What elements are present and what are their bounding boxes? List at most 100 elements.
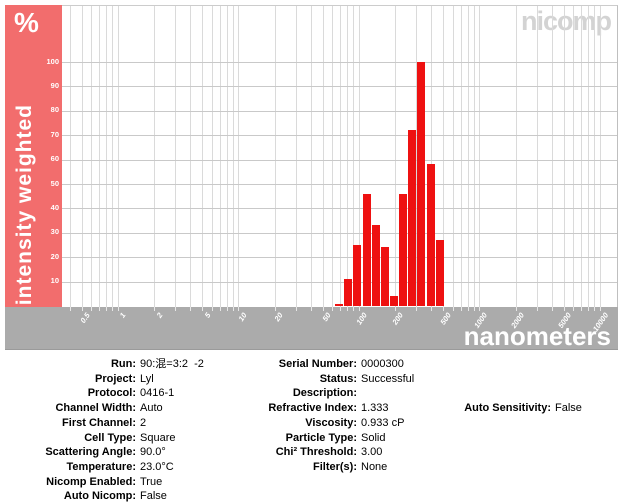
info-label: Chi² Threshold: <box>275 446 357 459</box>
gridline-horizontal <box>62 159 617 161</box>
y-axis-unit-label: % <box>14 7 39 38</box>
x-tick-mark <box>232 307 234 311</box>
info-row: Scattering Angle: 90.0° <box>10 445 165 460</box>
gridline-vertical <box>358 6 360 307</box>
x-tick-mark <box>551 307 553 311</box>
x-tick-mark <box>536 307 538 311</box>
info-row: Channel Width: Auto <box>10 401 162 416</box>
info-row: Nicomp Enabled: True <box>10 475 162 490</box>
x-tick-mark <box>295 307 297 311</box>
gridline-vertical <box>581 6 583 307</box>
x-tick-mark <box>211 307 213 311</box>
x-tick-mark <box>460 307 462 311</box>
x-tick-mark <box>353 307 355 311</box>
info-row: Cell Type: Square <box>10 431 175 446</box>
info-row: Particle Type: Solid <box>205 431 386 446</box>
x-tick-label: 500 <box>438 311 454 327</box>
info-row: Serial Number: 0000300 <box>205 357 404 372</box>
info-label: Auto Sensitivity: <box>464 402 551 415</box>
x-tick-mark <box>81 307 83 311</box>
x-tick-mark <box>515 307 517 311</box>
y-tick-label: 90 <box>50 80 59 90</box>
gridline-vertical <box>416 6 418 307</box>
info-value: Lyl <box>140 372 154 385</box>
x-tick-label: 200 <box>390 311 406 327</box>
gridline-vertical <box>594 6 596 307</box>
distribution-bar <box>380 247 389 306</box>
info-label: Auto Nicomp: <box>63 490 136 503</box>
info-label: Cell Type: <box>84 431 136 444</box>
x-tick-mark <box>599 307 601 311</box>
x-tick-mark <box>322 307 324 311</box>
info-label: Description: <box>292 387 357 400</box>
x-tick-mark <box>106 307 108 311</box>
gridline-vertical <box>473 6 475 307</box>
y-tick-label: 30 <box>50 227 59 237</box>
info-row: Auto Sensitivity: False <box>425 401 582 416</box>
x-tick-mark <box>190 307 192 311</box>
info-label: Scattering Angle: <box>45 446 136 459</box>
x-tick-mark <box>154 307 156 311</box>
x-tick-mark <box>443 307 445 311</box>
distribution-bar <box>408 130 417 306</box>
info-value: 1.333 <box>361 402 389 415</box>
x-tick-mark <box>358 307 360 311</box>
info-value: Solid <box>361 431 386 444</box>
info-value: 0416-1 <box>140 387 175 400</box>
info-row: Auto Nicomp: False <box>10 489 167 504</box>
distribution-bar <box>371 225 380 306</box>
info-value: False <box>140 490 167 503</box>
x-tick-label: 20 <box>272 311 285 323</box>
y-tick-label: 70 <box>50 129 59 139</box>
gridline-vertical <box>460 6 462 307</box>
info-value: 23.0°C <box>140 460 174 473</box>
gridline-vertical <box>190 6 192 307</box>
gridline-vertical <box>536 6 538 307</box>
info-row: Viscosity: 0.933 cP <box>205 416 404 431</box>
distribution-bar <box>362 193 371 306</box>
gridline-vertical <box>295 6 297 307</box>
x-tick-mark <box>175 307 177 311</box>
x-tick-mark <box>563 307 565 311</box>
y-tick-label: 20 <box>50 251 59 261</box>
info-label: Filter(s): <box>313 460 357 473</box>
gridline-vertical <box>175 6 177 307</box>
x-tick-mark <box>274 307 276 311</box>
gridline-vertical <box>515 6 517 307</box>
gridline-horizontal <box>62 135 617 137</box>
info-row: Project: Lyl <box>10 372 154 387</box>
gridline-horizontal <box>62 281 617 283</box>
x-tick-label: 1 <box>118 311 128 320</box>
gridline-horizontal <box>62 110 617 112</box>
plot-area: nicomp <box>62 5 618 307</box>
y-tick-label: 60 <box>50 154 59 164</box>
nicomp-logo: nicomp <box>520 6 612 36</box>
gridline-vertical <box>479 6 481 307</box>
x-tick-mark <box>332 307 334 311</box>
x-tick-mark <box>395 307 397 311</box>
distribution-bar <box>417 62 426 306</box>
x-tick-mark <box>70 307 71 311</box>
gridline-vertical <box>106 6 108 307</box>
gridline-vertical <box>219 6 221 307</box>
info-label: Serial Number: <box>278 358 357 370</box>
y-tick-label: 100 <box>46 56 59 66</box>
x-tick-mark <box>238 307 240 311</box>
distribution-bar <box>426 164 435 306</box>
x-tick-mark <box>91 307 93 311</box>
gridline-horizontal <box>62 208 617 210</box>
info-value: 90:混=3:2 -2 <box>140 358 204 370</box>
x-tick-label: 10 <box>236 311 249 323</box>
x-axis-title: nanometers <box>463 321 611 350</box>
gridline-horizontal <box>62 257 617 259</box>
gridline-vertical <box>431 6 433 307</box>
info-value: 0.933 cP <box>361 416 405 429</box>
x-tick-mark <box>310 307 312 311</box>
x-tick-mark <box>219 307 221 311</box>
info-label: Protocol: <box>87 387 136 400</box>
gridline-vertical <box>91 6 93 307</box>
gridline-vertical <box>467 6 469 307</box>
info-value: True <box>140 475 163 488</box>
info-row: Filter(s): None <box>205 460 387 475</box>
